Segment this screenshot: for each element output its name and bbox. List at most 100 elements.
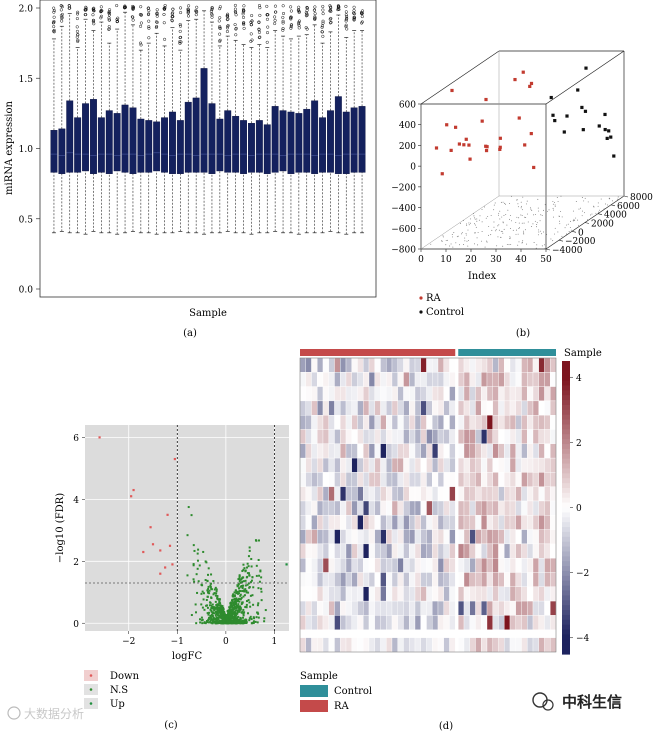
heatmap-cell-14-34 — [498, 558, 505, 573]
box-6 — [97, 117, 105, 173]
heatmap-cell-18-7 — [340, 615, 347, 630]
heatmap-cell-13-38 — [521, 543, 528, 559]
heatmap-cell-11-8 — [345, 515, 352, 530]
heatmap-cell-2-37 — [515, 386, 522, 402]
heatmap-cell-10-15 — [386, 500, 393, 516]
ns-point-383 — [200, 592, 203, 595]
box-1 — [58, 128, 66, 174]
heatmap-cell-10-18 — [403, 500, 410, 516]
ns-point-835 — [197, 580, 200, 583]
ns-point-525 — [215, 604, 218, 607]
control-point-5 — [576, 88, 580, 92]
control-point-10 — [603, 112, 607, 117]
heatmap-cell-4-28 — [463, 415, 470, 430]
heatmap-cell-9-42 — [544, 486, 551, 502]
heatmap-cell-1-11 — [363, 372, 370, 387]
heatmap-legend-control: Control — [334, 686, 372, 697]
ns-point-694 — [263, 620, 266, 623]
ns-point-577 — [251, 576, 254, 579]
ns-point-126 — [214, 607, 217, 610]
heatmap-cell-16-11 — [363, 586, 370, 602]
box-33 — [311, 100, 319, 174]
heatmap-cell-18-0 — [299, 615, 306, 630]
outlier-17-2 — [186, 14, 191, 18]
heatmap-cell-16-34 — [498, 586, 505, 602]
floor-dot-155 — [511, 195, 512, 197]
heatmap-cell-12-32 — [486, 529, 493, 545]
heatmap-cell-15-2 — [311, 572, 318, 587]
floor-dot-246 — [509, 218, 510, 220]
heatmap-cell-18-11 — [363, 615, 370, 630]
ns-point-798 — [230, 616, 233, 619]
heatmap-cell-7-3 — [317, 457, 324, 473]
floor-dot-205 — [515, 222, 517, 224]
ns-point-230 — [217, 604, 220, 607]
heatmap-cell-2-28 — [463, 386, 470, 402]
heatmap-cell-0-25 — [443, 357, 450, 373]
ns-point-37 — [193, 549, 196, 552]
ns-point-795 — [198, 564, 201, 567]
heatmap-cell-15-32 — [486, 572, 493, 587]
heatmap-cell-8-9 — [351, 472, 358, 487]
colorbar-tick-label-2: 0 — [576, 504, 582, 514]
outlier-17-1 — [187, 4, 191, 8]
outlier-30-1 — [289, 25, 293, 29]
ns-point-58 — [247, 582, 250, 585]
heatmap-cell-14-33 — [492, 558, 499, 573]
box-39 — [358, 106, 366, 173]
floor-dot-164 — [617, 198, 619, 200]
floor-dot-68 — [600, 198, 602, 200]
outlier-16-10 — [178, 22, 182, 27]
ns-point-825 — [229, 611, 232, 614]
heatmap-cell-7-21 — [420, 457, 427, 473]
heatmap-cell-6-5 — [328, 443, 335, 459]
heatmap-cell-6-32 — [486, 443, 493, 459]
floor-dot-48 — [450, 243, 452, 245]
ns-point-315 — [246, 583, 249, 586]
heatmap-cell-17-13 — [374, 600, 381, 616]
heatmap-cell-15-31 — [481, 572, 488, 587]
floor-dot-174 — [573, 218, 575, 220]
legend-up-dot — [89, 702, 93, 705]
heatmap-cell-3-38 — [521, 400, 528, 416]
heatmap-cell-17-43 — [550, 600, 557, 616]
heatmap-cell-12-41 — [538, 529, 545, 545]
heatmap-cell-14-3 — [317, 558, 324, 573]
outlier-27-7 — [265, 40, 269, 44]
heatmap-cell-19-24 — [437, 637, 444, 653]
floor-dot-252 — [548, 209, 550, 211]
heatmap-cell-5-35 — [504, 429, 511, 444]
ns-point-397 — [215, 590, 218, 593]
floor-dot-179 — [525, 203, 527, 205]
heatmap-cell-3-25 — [443, 400, 450, 416]
heatmap-cell-6-13 — [374, 443, 381, 459]
outlier-14-8 — [162, 12, 166, 17]
ns-point-76 — [245, 566, 248, 569]
outlier-34-10 — [321, 19, 325, 23]
colorbar-seg-26 — [562, 487, 570, 494]
heatmap-cell-18-12 — [368, 615, 375, 630]
ns-point-668 — [213, 618, 216, 621]
heatmap-cell-17-26 — [449, 600, 456, 616]
heatmap-cell-19-34 — [498, 637, 505, 653]
heatmap-cell-13-20 — [414, 543, 421, 559]
floor-dot-251 — [524, 229, 526, 231]
heatmap-cell-13-2 — [311, 543, 318, 559]
heatmap-cell-5-37 — [515, 429, 522, 444]
heatmap-cell-14-11 — [363, 558, 370, 573]
ns-point-207 — [207, 618, 210, 621]
floor-dot-81 — [477, 244, 479, 246]
ns-point-776 — [237, 619, 240, 622]
ytick-label-b-1: −2000 — [565, 237, 596, 247]
xtick-label-c-2: 0 — [223, 637, 229, 647]
heatmap-cell-14-30 — [475, 558, 482, 573]
ra-point-19 — [513, 77, 517, 82]
ns-point-461 — [208, 616, 211, 619]
heatmap-cell-1-3 — [317, 372, 324, 387]
floor-dot-148 — [552, 200, 554, 202]
floor-dot-196 — [497, 225, 499, 227]
ns-point-528 — [229, 618, 232, 621]
ns-point-634 — [208, 604, 211, 607]
floor-dot-216 — [517, 233, 519, 235]
